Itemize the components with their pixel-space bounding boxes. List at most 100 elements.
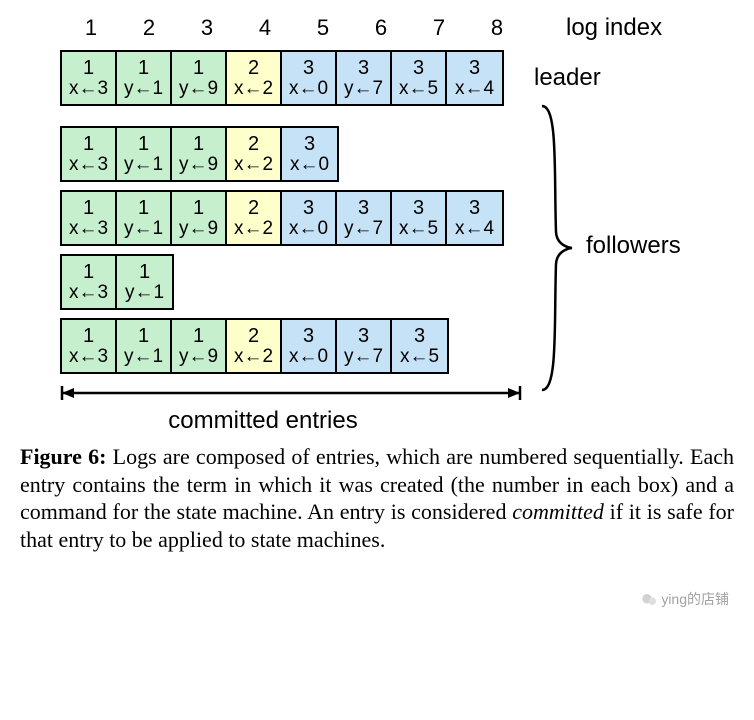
committed-label: committed entries xyxy=(168,407,357,435)
index-number: 5 xyxy=(294,15,352,41)
watermark-text: ying的店铺 xyxy=(661,591,729,607)
follower-log: 1x←31y←1 xyxy=(60,254,734,310)
log-entry: 3x←4 xyxy=(447,52,502,104)
log-entry: 2x←2 xyxy=(227,52,282,104)
entry-term: 2 xyxy=(248,198,259,219)
log-entry: 1y←1 xyxy=(117,128,172,180)
entry-term: 1 xyxy=(138,58,149,79)
entry-term: 3 xyxy=(304,134,315,155)
followers-label: followers xyxy=(586,232,681,260)
log-entry: 1y←9 xyxy=(172,192,227,244)
entry-command: x←2 xyxy=(234,219,273,239)
entry-command: x←5 xyxy=(400,347,439,367)
entry-command: x←3 xyxy=(69,347,108,367)
entry-command: y←7 xyxy=(344,347,383,367)
caption-italic: committed xyxy=(512,499,604,524)
log-entry: 3y←7 xyxy=(337,192,392,244)
index-number: 8 xyxy=(468,15,526,41)
log-entry: 3y←7 xyxy=(337,320,392,372)
index-number: 7 xyxy=(410,15,468,41)
entry-command: x←0 xyxy=(289,79,328,99)
entry-term: 3 xyxy=(358,198,369,219)
entry-command: x←0 xyxy=(289,347,328,367)
index-number: 2 xyxy=(120,15,178,41)
entry-command: x←5 xyxy=(399,79,438,99)
wechat-icon xyxy=(641,592,657,608)
entry-command: x←3 xyxy=(69,79,108,99)
log-entry: 3y←7 xyxy=(337,52,392,104)
watermark: ying的店铺 xyxy=(641,589,729,609)
log-entry: 2x←2 xyxy=(227,128,282,180)
entry-term: 3 xyxy=(358,58,369,79)
entry-command: y←7 xyxy=(344,79,383,99)
index-number: 1 xyxy=(62,15,120,41)
entry-term: 1 xyxy=(83,58,94,79)
entry-command: x←3 xyxy=(69,155,108,175)
log-entry: 3x←0 xyxy=(282,128,337,180)
log-entry: 1y←1 xyxy=(117,192,172,244)
log-entry: 1x←3 xyxy=(62,192,117,244)
caption-fig-label: Figure 6: xyxy=(20,444,106,469)
entry-term: 3 xyxy=(469,58,480,79)
followers-brace xyxy=(538,102,578,399)
log-entries: 1x←31y←11y←92x←23x←03y←73x←53x←4 xyxy=(60,190,504,246)
entry-term: 3 xyxy=(303,326,314,347)
entry-command: x←2 xyxy=(234,155,273,175)
follower-log: 1x←31y←11y←92x←23x←03y←73x←5 xyxy=(60,318,734,374)
entry-command: x←5 xyxy=(399,219,438,239)
log-entry: 1x←3 xyxy=(62,52,117,104)
entry-term: 1 xyxy=(83,326,94,347)
entry-command: x←2 xyxy=(234,79,273,99)
entry-command: x←4 xyxy=(455,79,494,99)
log-entry: 3x←0 xyxy=(282,192,337,244)
index-number: 4 xyxy=(236,15,294,41)
log-entry: 1y←1 xyxy=(117,320,172,372)
entry-term: 3 xyxy=(413,198,424,219)
log-entry: 1y←9 xyxy=(172,52,227,104)
entry-term: 1 xyxy=(83,134,94,155)
log-entry: 3x←4 xyxy=(447,192,502,244)
index-row: 12345678 log index xyxy=(62,14,734,42)
log-entry: 3x←0 xyxy=(282,52,337,104)
log-entry: 2x←2 xyxy=(227,192,282,244)
entry-command: y←9 xyxy=(179,219,218,239)
log-diagram: 12345678 log index 1x←31y←11y←92x←23x←03… xyxy=(20,14,734,435)
entry-command: x←4 xyxy=(455,219,494,239)
log-entry: 1y←9 xyxy=(172,320,227,372)
entry-command: y←7 xyxy=(344,219,383,239)
entry-command: x←3 xyxy=(69,219,108,239)
log-entry: 2x←2 xyxy=(227,320,282,372)
log-entry: 1x←3 xyxy=(62,128,117,180)
log-entries: 1x←31y←11y←92x←23x←03y←73x←53x←4 xyxy=(60,50,504,106)
entry-term: 2 xyxy=(248,58,259,79)
log-entry: 3x←5 xyxy=(392,52,447,104)
log-entry: 3x←5 xyxy=(392,192,447,244)
log-entry: 1x←3 xyxy=(62,256,117,308)
entry-term: 2 xyxy=(248,134,259,155)
entry-term: 3 xyxy=(303,58,314,79)
entry-command: y←1 xyxy=(124,79,163,99)
entry-term: 1 xyxy=(193,134,204,155)
entry-command: y←1 xyxy=(125,283,164,303)
entry-term: 1 xyxy=(139,262,150,283)
entry-command: y←9 xyxy=(179,347,218,367)
entry-term: 3 xyxy=(303,198,314,219)
log-entry: 3x←5 xyxy=(392,320,447,372)
index-number: 3 xyxy=(178,15,236,41)
entry-command: x←2 xyxy=(234,347,273,367)
entry-command: y←1 xyxy=(124,155,163,175)
leader-log: 1x←31y←11y←92x←23x←03y←73x←53x←4leader xyxy=(60,50,734,106)
log-entries: 1x←31y←11y←92x←23x←03y←73x←5 xyxy=(60,318,449,374)
log-entry: 1y←9 xyxy=(172,128,227,180)
entry-term: 2 xyxy=(248,326,259,347)
entry-term: 1 xyxy=(138,198,149,219)
entry-term: 3 xyxy=(469,198,480,219)
entry-term: 1 xyxy=(193,326,204,347)
log-entry: 1y←1 xyxy=(117,256,172,308)
entry-command: y←9 xyxy=(179,155,218,175)
entry-term: 3 xyxy=(413,58,424,79)
log-entries: 1x←31y←11y←92x←23x←0 xyxy=(60,126,339,182)
entry-term: 1 xyxy=(83,198,94,219)
log-entry: 3x←0 xyxy=(282,320,337,372)
figure-caption: Figure 6: Logs are composed of entries, … xyxy=(20,443,734,553)
